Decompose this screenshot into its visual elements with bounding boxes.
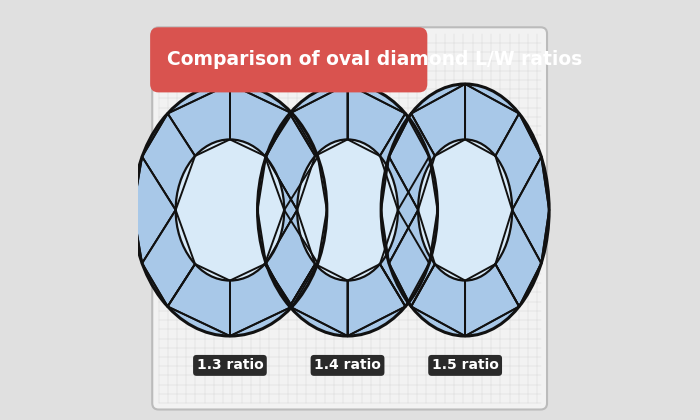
Polygon shape [133, 157, 176, 263]
Polygon shape [266, 113, 315, 210]
Polygon shape [258, 157, 297, 263]
Polygon shape [265, 210, 318, 307]
Polygon shape [411, 84, 465, 156]
Polygon shape [265, 113, 318, 210]
Polygon shape [167, 84, 230, 156]
Polygon shape [266, 210, 315, 307]
Text: 1.5 ratio: 1.5 ratio [432, 358, 498, 373]
FancyBboxPatch shape [150, 27, 427, 92]
Polygon shape [411, 264, 465, 336]
Polygon shape [465, 264, 519, 336]
Polygon shape [347, 84, 405, 156]
Ellipse shape [258, 84, 438, 336]
Ellipse shape [297, 139, 398, 281]
Ellipse shape [418, 139, 512, 281]
Polygon shape [167, 264, 230, 336]
Polygon shape [142, 210, 195, 307]
Ellipse shape [381, 84, 549, 336]
Polygon shape [389, 210, 435, 307]
Polygon shape [290, 264, 347, 336]
Polygon shape [465, 84, 519, 156]
Polygon shape [284, 157, 327, 263]
Polygon shape [398, 157, 438, 263]
Text: Comparison of oval diamond L/W ratios: Comparison of oval diamond L/W ratios [167, 50, 582, 69]
Polygon shape [380, 113, 429, 210]
Polygon shape [290, 84, 347, 156]
Polygon shape [347, 264, 405, 336]
Polygon shape [496, 113, 541, 210]
Polygon shape [512, 157, 549, 263]
Polygon shape [230, 264, 292, 336]
Polygon shape [389, 113, 435, 210]
Ellipse shape [176, 139, 284, 281]
FancyBboxPatch shape [152, 27, 547, 410]
Polygon shape [380, 210, 429, 307]
Text: 1.4 ratio: 1.4 ratio [314, 358, 381, 373]
Ellipse shape [133, 84, 327, 336]
Polygon shape [381, 157, 418, 263]
Text: 1.3 ratio: 1.3 ratio [197, 358, 263, 373]
Polygon shape [142, 113, 195, 210]
Polygon shape [230, 84, 292, 156]
Polygon shape [496, 210, 541, 307]
